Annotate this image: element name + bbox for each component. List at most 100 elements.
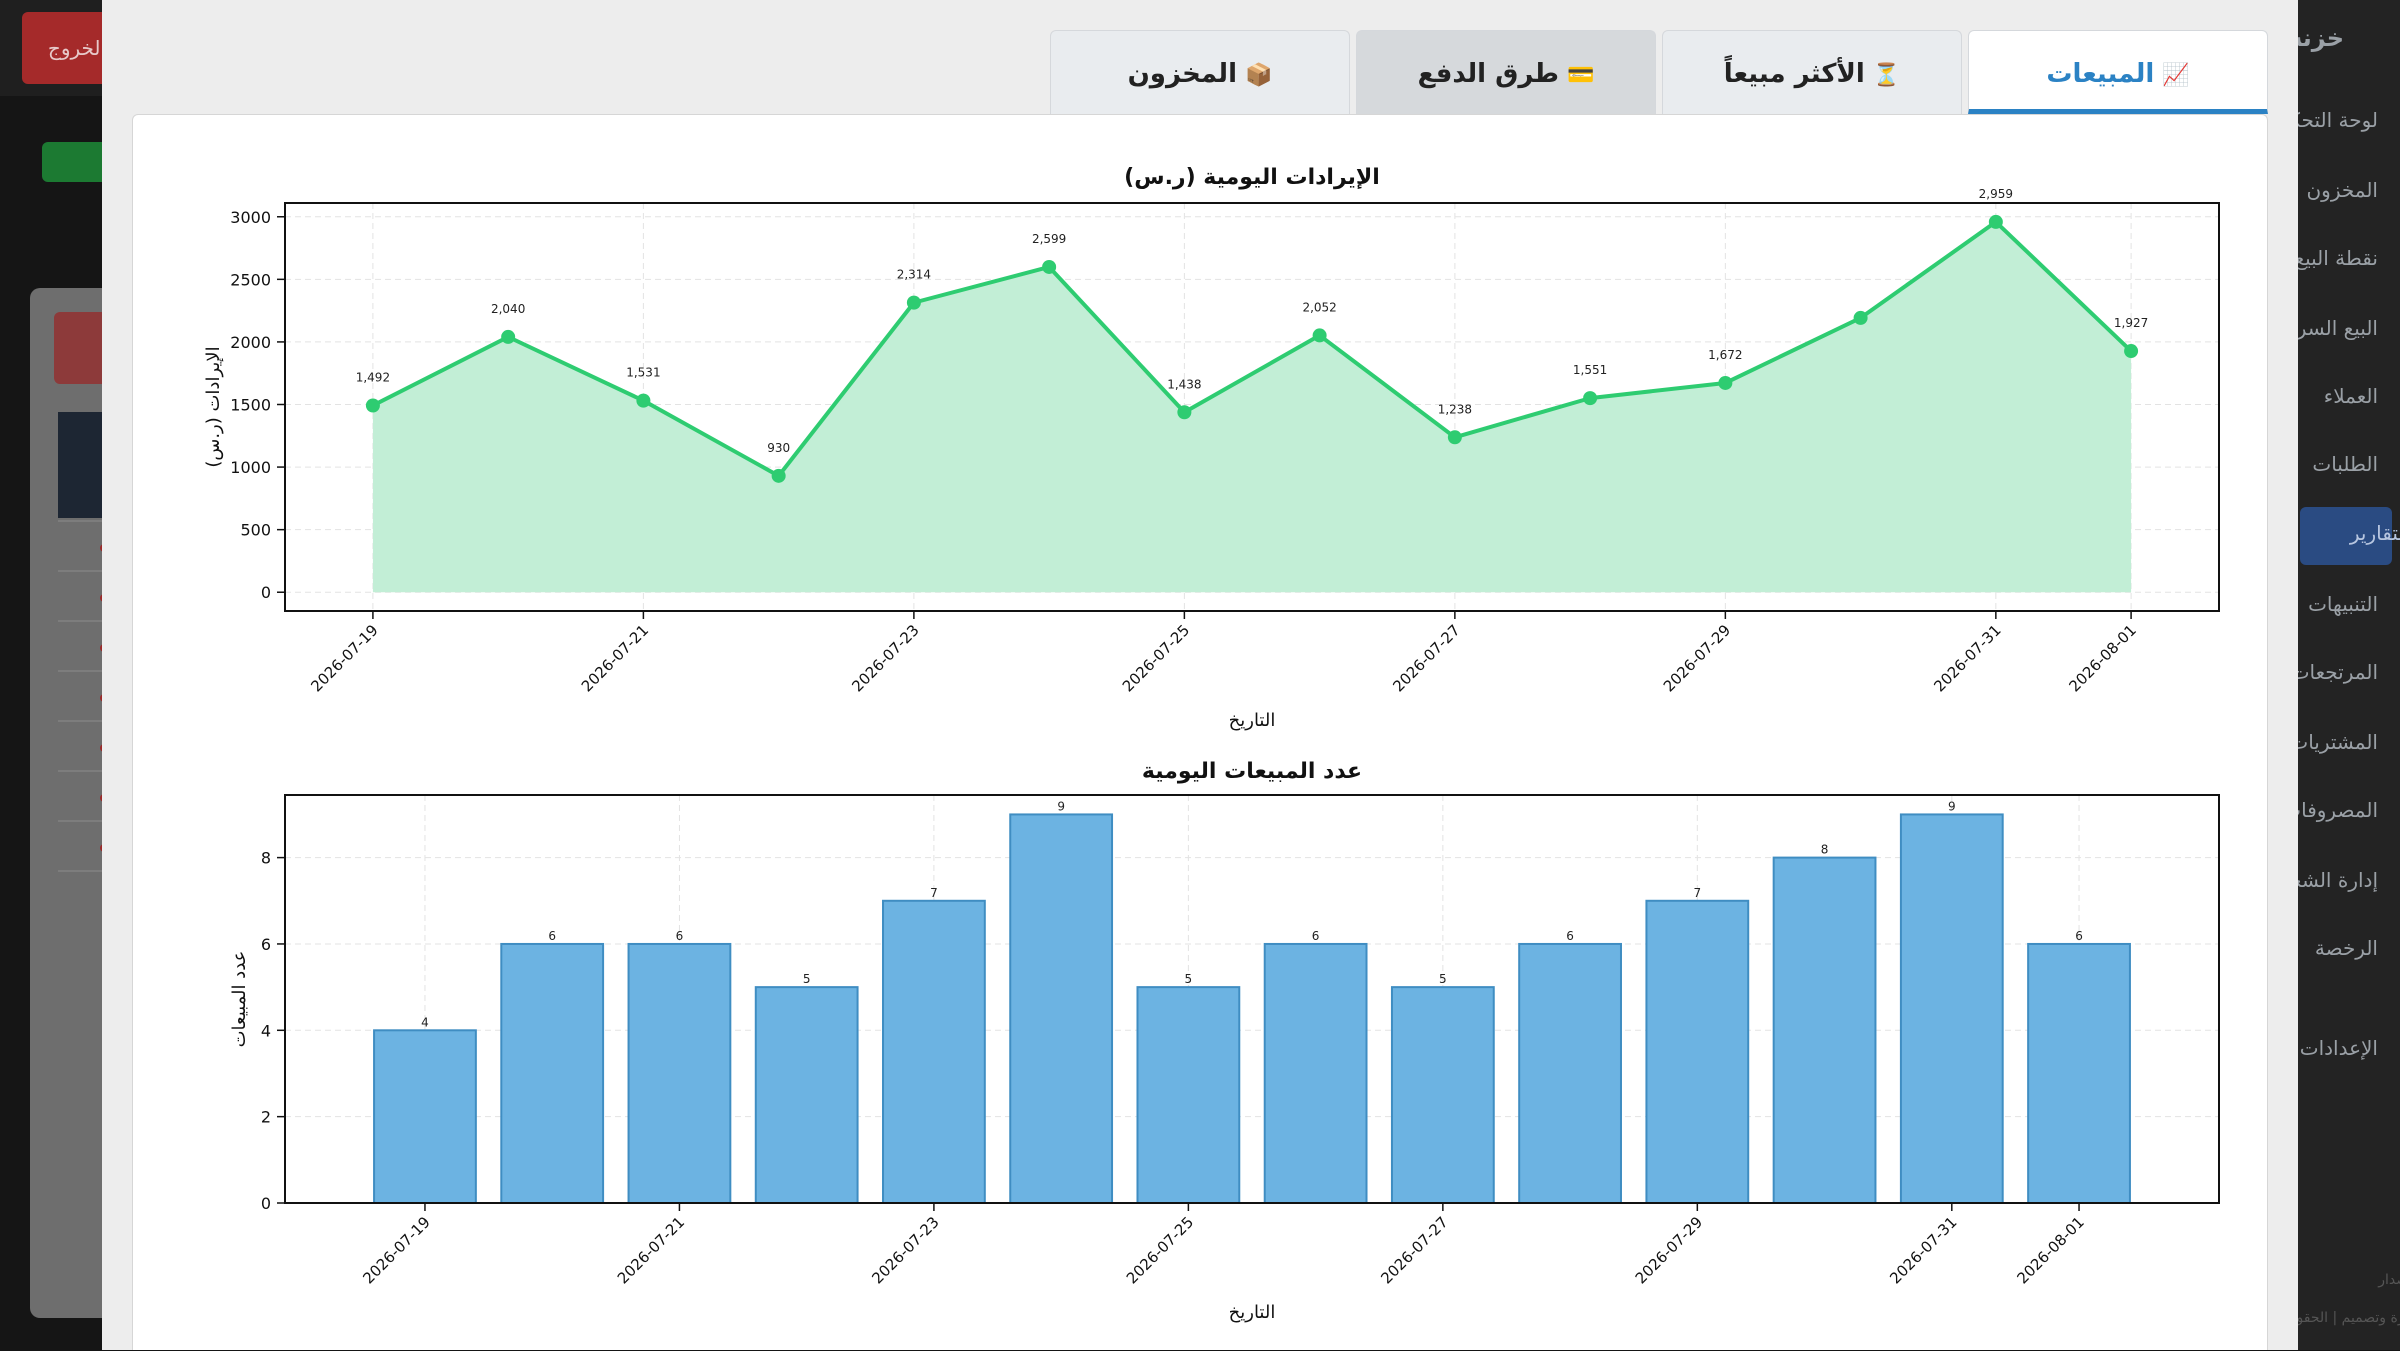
tab-package[interactable]: 📦 المخزون — [1050, 30, 1350, 114]
tab-label: الأكثر مبيعاً — [1723, 59, 1865, 89]
background-green-button — [42, 142, 112, 182]
revenue-data-label: 1,927 — [2114, 316, 2148, 330]
sales-count-bar — [2027, 942, 2131, 1204]
y-tick-label: 2000 — [230, 333, 271, 352]
sales-count-bar — [1263, 942, 1368, 1204]
y-tick-label: 6 — [261, 935, 271, 954]
background-row-divider — [58, 670, 108, 672]
sidebar-item: الإعدادات — [2299, 1036, 2378, 1060]
chart-title: عدد المبيعات اليومية — [1142, 759, 1362, 784]
sidebar-item: المخزون — [2306, 178, 2378, 202]
y-tick-label: 0 — [261, 583, 271, 602]
revenue-data-label: 1,672 — [1708, 348, 1742, 362]
y-tick-label: 8 — [261, 849, 271, 868]
x-tick-label: 2026-07-23 — [848, 621, 922, 695]
sidebar-item: العملاء — [2323, 384, 2378, 408]
revenue-point — [501, 329, 516, 344]
y-tick-label: 1500 — [230, 395, 271, 414]
sales-count-data-label: 9 — [1948, 799, 1956, 813]
x-tick-label: 2026-07-31 — [1886, 1213, 1960, 1287]
x-tick-label: 2026-07-29 — [1660, 621, 1734, 695]
revenue-area-fill — [372, 221, 2132, 593]
revenue-point — [771, 468, 786, 483]
sales-count-bar — [1899, 813, 2004, 1205]
sales-count-bar — [1390, 986, 1495, 1205]
revenue-point — [1718, 375, 1733, 390]
revenue-point — [1042, 259, 1057, 274]
sales-count-data-label: 4 — [421, 1015, 429, 1029]
tab-label: طرق الدفع — [1417, 59, 1560, 89]
x-tick-label: 2026-07-29 — [1632, 1213, 1706, 1287]
x-tick-label: 2026-07-21 — [578, 621, 652, 695]
sidebar: خزنة لوحة التحكم المخزون نقطة البيع البيع ا… — [2298, 0, 2400, 1350]
sales-count-bar — [1518, 942, 1622, 1204]
sidebar-item: المصروفات — [2298, 798, 2378, 822]
tab-credit-card[interactable]: 💳 طرق الدفع — [1356, 30, 1656, 114]
tab-label: المبيعات — [2046, 59, 2155, 89]
plot-frame — [284, 794, 2220, 1204]
y-tick-label: 2500 — [230, 270, 271, 289]
y-axis-label: الإيرادات (ر.س) — [203, 346, 224, 467]
y-axis-label: عدد المبيعات — [229, 951, 250, 1048]
y-tick-label: 0 — [261, 1194, 271, 1213]
sales-count-data-label: 5 — [1185, 972, 1193, 986]
y-tick-label: 4 — [261, 1021, 271, 1040]
chart-title: الإيرادات اليومية (ر.س) — [1124, 165, 1380, 190]
sidebar-item: المشتريات — [2298, 730, 2378, 754]
tab-chart-increasing[interactable]: 📈 المبيعات — [1968, 30, 2268, 114]
revenue-line — [372, 219, 2133, 478]
revenue-data-label: 1,492 — [356, 370, 390, 384]
tab-hourglass[interactable]: ⏳ الأكثر مبيعاً — [1662, 30, 1962, 114]
sales-count-bar — [1136, 986, 1241, 1205]
sales-report-panel: الإيرادات اليومية (ر.س) 1,492 2,040 1,531 93… — [132, 114, 2268, 1350]
sales-count-data-label: 5 — [1439, 972, 1447, 986]
sidebar-item: الرخصة — [2314, 936, 2378, 960]
y-tick-label: 3000 — [230, 208, 271, 227]
sales-count-data-label: 7 — [1694, 886, 1702, 900]
sidebar-item: البيع السريع — [2298, 316, 2378, 340]
sales-count-bar — [373, 1029, 477, 1204]
x-tick-label: 2026-07-25 — [1123, 1213, 1197, 1287]
background-row-divider — [58, 620, 108, 622]
package-icon: 📦 — [1244, 63, 1273, 88]
revenue-point — [1988, 214, 2003, 229]
x-axis-label: التاريخ — [1229, 1302, 1276, 1323]
sales-count-bar — [1645, 899, 1750, 1204]
revenue-data-label: 1,438 — [1167, 377, 1201, 391]
revenue-data-label: 930 — [767, 441, 790, 455]
sidebar-item: إدارة الشحن — [2298, 868, 2378, 892]
x-tick-label: 2026-07-19 — [359, 1213, 433, 1287]
revenue-point — [636, 393, 651, 408]
x-tick-label: 2026-08-01 — [2013, 1213, 2087, 1287]
x-tick-label: 2026-07-25 — [1119, 621, 1193, 695]
sales-count-data-label: 6 — [2075, 929, 2083, 943]
credit-card-icon: 💳 — [1567, 63, 1595, 88]
revenue-data-label: 1,238 — [1438, 402, 1472, 416]
sales-count-data-label: 6 — [1312, 929, 1320, 943]
revenue-data-label: 2,959 — [1979, 187, 2013, 201]
sidebar-item: المرتجعات — [2298, 660, 2378, 684]
background-row-divider — [58, 520, 108, 522]
x-tick-label: 2026-07-27 — [1377, 1213, 1451, 1287]
revenue-point — [1853, 310, 1868, 325]
sales-count-bar — [754, 986, 859, 1205]
sales-count-bar — [1009, 813, 1114, 1205]
sidebar-version: الإصدار — [2378, 1272, 2400, 1288]
x-tick-label: 2026-07-23 — [868, 1213, 942, 1287]
background-row-divider — [58, 570, 108, 572]
revenue-point — [1312, 328, 1327, 343]
sales-charts: الإيرادات اليومية (ر.س)1,4922,0401,53193… — [203, 165, 2220, 1323]
x-tick-label: 2026-07-31 — [1930, 621, 2004, 695]
revenue-data-label: 2,599 — [1032, 232, 1066, 246]
revenue-point — [365, 398, 380, 413]
sales-count-bar — [627, 942, 732, 1204]
x-tick-label: 2026-07-19 — [307, 621, 381, 695]
sales-count-data-label: 6 — [548, 929, 556, 943]
y-tick-label: 1000 — [230, 458, 271, 477]
x-tick-label: 2026-07-27 — [1389, 621, 1463, 695]
sidebar-item-label: التقارير — [2349, 521, 2400, 545]
sales-count-data-label: 6 — [1566, 929, 1574, 943]
background-row-divider — [58, 870, 108, 872]
revenue-data-label: 2,040 — [491, 302, 525, 316]
sidebar-item: نقطة البيع — [2298, 246, 2378, 270]
